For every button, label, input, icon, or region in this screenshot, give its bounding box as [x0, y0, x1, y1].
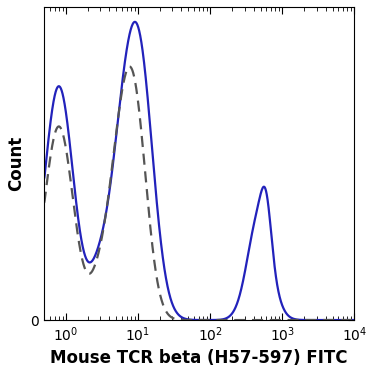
- X-axis label: Mouse TCR beta (H57-597) FITC: Mouse TCR beta (H57-597) FITC: [50, 349, 348, 367]
- Y-axis label: Count: Count: [7, 136, 25, 191]
